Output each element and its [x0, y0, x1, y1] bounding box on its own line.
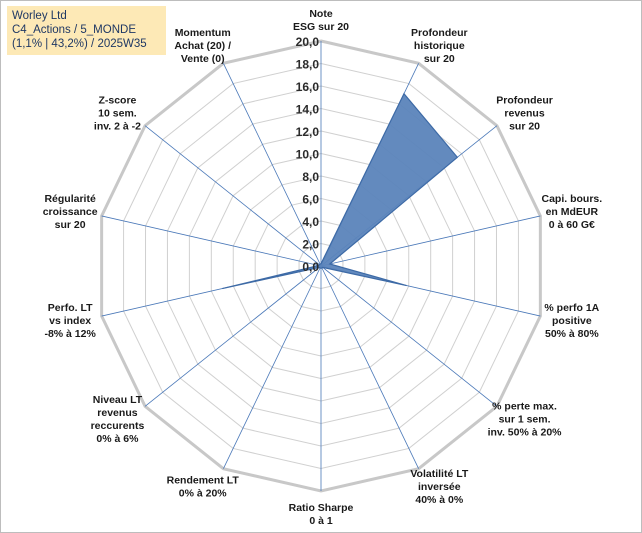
radar-axis-labels: Note ESG sur 20 Profondeur historique sur 20… — [43, 8, 603, 527]
chart-title-box: Worley Ltd C4_Actions / 5_MONDE (1,1% | … — [7, 6, 166, 55]
axis-label-13: Momentum Achat (20) / Vente (0) — [174, 27, 231, 65]
series-area — [222, 92, 459, 290]
axis-spoke-13 — [223, 63, 322, 267]
axis-spoke-11 — [101, 215, 322, 267]
tick-label-10: 20,0 — [296, 35, 320, 49]
tick-label-0: 0,0 — [302, 260, 319, 274]
axis-label-11: Régularité croissance sur 20 — [43, 193, 98, 231]
axis-spoke-5 — [320, 265, 498, 407]
axis-spoke-9 — [144, 265, 322, 407]
axis-label-9: Niveau LT revenus reccurents 0% à 6% — [91, 394, 145, 445]
axis-label-10: Perfo. LT vs index -8% à 12% — [44, 302, 96, 340]
tick-label-2: 4,0 — [302, 215, 319, 229]
axis-spoke-8 — [223, 265, 322, 469]
tick-label-7: 14,0 — [296, 103, 320, 117]
tick-label-9: 18,0 — [296, 58, 320, 72]
axis-spoke-12 — [144, 125, 322, 267]
axis-label-12: Z-score 10 sem. inv. 2 à -2 — [94, 95, 141, 133]
axis-label-2: Profondeur revenus sur 20 — [496, 95, 553, 133]
axis-spoke-3 — [320, 215, 541, 267]
axis-label-5: % perte max. sur 1 sem. inv. 50% à 20% — [488, 400, 563, 438]
radar-series — [222, 92, 459, 290]
tick-label-3: 6,0 — [302, 193, 319, 207]
chart-subtitle-stats: (1,1% | 43,2%) / 2025W35 — [12, 38, 147, 50]
chart-subtitle-category: C4_Actions / 5_MONDE — [12, 24, 136, 36]
axis-label-7: Ratio Sharpe 0 à 1 — [289, 502, 354, 527]
axis-label-6: Volatilité LT inversée 40% à 0% — [410, 468, 469, 506]
axis-label-1: Profondeur historique sur 20 — [411, 27, 468, 65]
axis-label-8: Rendement LT 0% à 20% — [167, 475, 240, 500]
axis-spoke-6 — [320, 265, 419, 469]
chart-title: Worley Ltd — [12, 10, 67, 22]
tick-label-8: 16,0 — [296, 80, 320, 94]
tick-label-4: 8,0 — [302, 170, 319, 184]
tick-label-6: 12,0 — [296, 125, 320, 139]
tick-label-1: 2,0 — [302, 238, 319, 252]
axis-label-3: Capi. bours. en MdEUR 0 à 60 G€ — [542, 193, 603, 231]
tick-label-5: 10,0 — [296, 148, 320, 162]
axis-label-4: % perfo 1A positive 50% à 80% — [544, 302, 599, 340]
axis-label-0: Note ESG sur 20 — [293, 8, 349, 33]
radar-tick-labels: 0,0 2,0 4,0 6,0 8,0 10,0 12,0 14,0 16,0 18,0 20,0 — [296, 35, 320, 274]
